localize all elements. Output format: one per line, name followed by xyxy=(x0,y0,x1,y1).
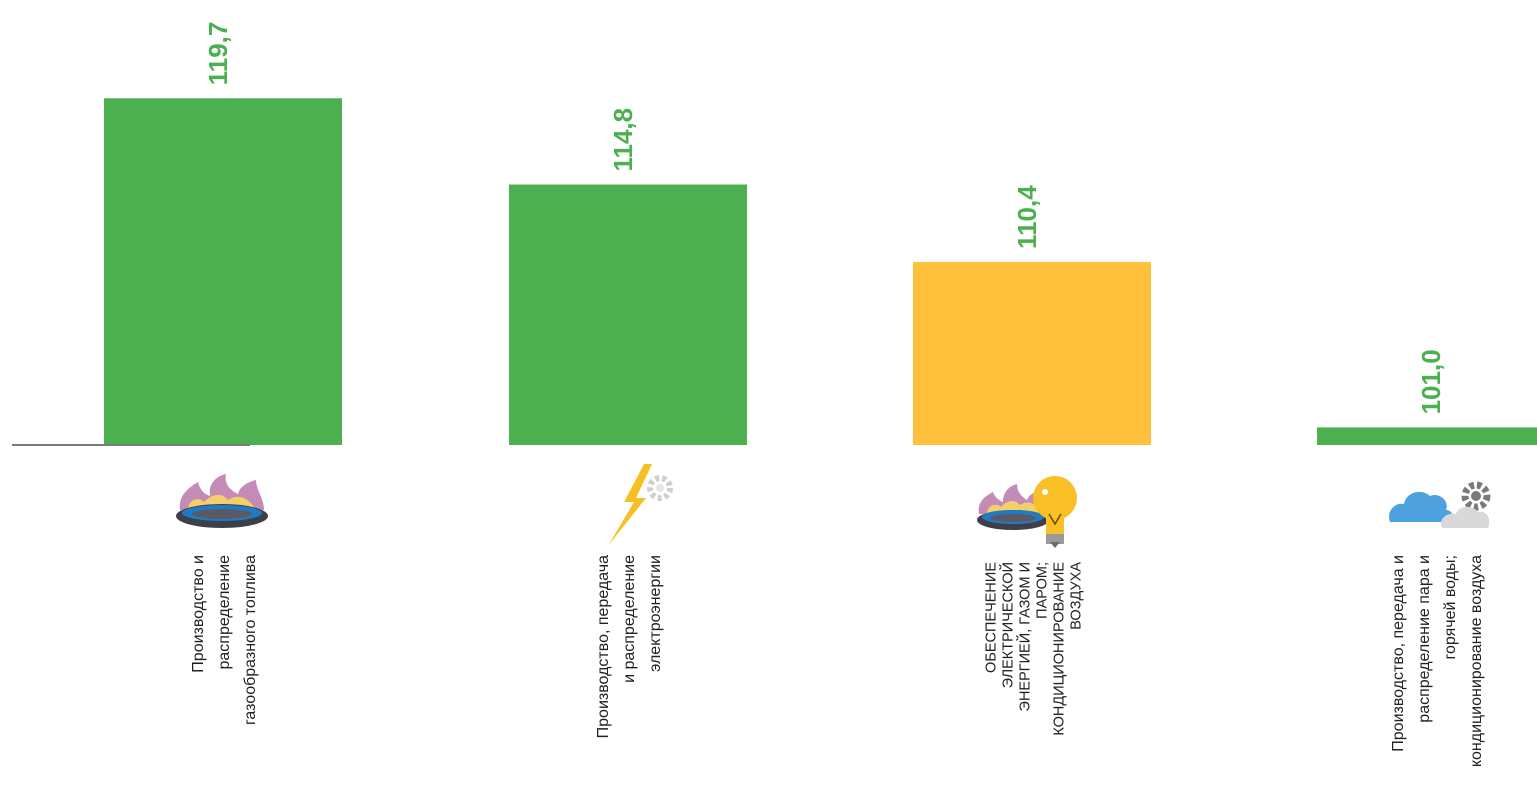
category-label-2-line-1: Производство, передача xyxy=(595,555,612,738)
category-label-3-line-6: ВОЗДУХА xyxy=(1069,562,1085,630)
value-label-1: 119,7 xyxy=(203,22,233,86)
category-label-4-line-1: Производство, передача и xyxy=(1390,555,1407,752)
category-label-2-line-3: электроэнергии xyxy=(647,555,664,672)
cloud-gear-icon xyxy=(1389,481,1491,528)
bar-1 xyxy=(104,98,342,445)
lightning-gear-icon xyxy=(608,464,673,546)
category-label-3-line-3: ЭНЕРГИЕЙ, ГАЗОМ И xyxy=(1016,562,1034,711)
value-label-4: 101,0 xyxy=(1416,349,1446,414)
category-label-1-line-3: газообразного топлива xyxy=(242,555,259,725)
category-label-3-line-2: ЭЛЕКТРИЧЕСКОЙ xyxy=(999,562,1017,688)
category-label-3-line-4: ПАРОМ; xyxy=(1035,562,1051,619)
category-label-2: Производство, передача и распределение эле… xyxy=(595,555,664,738)
category-labels-group: Производство и распределение газообразного… xyxy=(190,555,1485,767)
category-label-1-line-1: Производство и xyxy=(190,555,207,673)
bars-group xyxy=(104,98,1537,445)
gas-burner-icon xyxy=(176,474,268,528)
value-label-3: 110,4 xyxy=(1012,185,1042,249)
category-label-3-line-5: КОНДИЦИОНИРОВАНИЕ xyxy=(1052,562,1068,736)
gas-burner-lightbulb-icon xyxy=(977,476,1077,548)
category-label-4-line-4: кондиционирование воздуха xyxy=(1468,555,1485,767)
bar-3 xyxy=(913,261,1151,445)
bar-2 xyxy=(509,184,747,445)
category-label-2-line-2: и распределение xyxy=(621,555,638,683)
category-label-3: ОБЕСПЕЧЕНИЕЭЛЕКТРИЧЕСКОЙЭНЕРГИЕЙ, ГАЗОМ … xyxy=(984,562,1085,736)
value-label-2: 114,8 xyxy=(608,108,638,172)
icons-group xyxy=(176,464,1491,548)
category-label-1-line-2: распределение xyxy=(216,555,233,670)
category-label-4-line-2: распределение пара и xyxy=(1416,555,1433,723)
category-label-4-line-3: горячей воды; xyxy=(1442,555,1459,660)
category-label-1: Производство и распределение газообразного… xyxy=(190,555,259,725)
category-label-4: Производство, передача и распределение па… xyxy=(1390,555,1485,767)
bar-4 xyxy=(1317,427,1537,445)
category-label-3-line-1: ОБЕСПЕЧЕНИЕ xyxy=(984,562,1000,673)
value-labels-group: 119,7 114,8 110,4 101,0 xyxy=(203,22,1446,415)
